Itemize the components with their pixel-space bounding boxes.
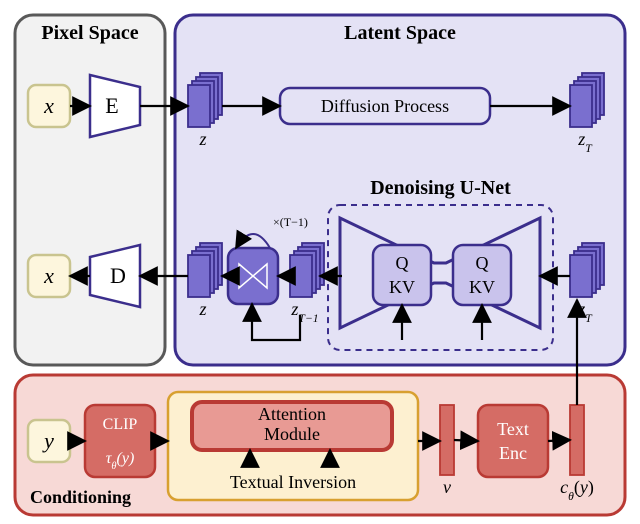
arrow: [548, 440, 570, 441]
arrow: [454, 440, 478, 441]
E-label: E: [105, 93, 118, 118]
attn-label: Module: [264, 424, 320, 444]
ctheta-tile: [570, 405, 584, 475]
z1-tile: [188, 85, 210, 127]
pixel_space-region: [15, 15, 165, 365]
y-label: y: [42, 428, 54, 453]
zT2-tile: [570, 255, 592, 297]
z1-label: z: [198, 129, 206, 149]
qkv2-label-bot: KV: [469, 277, 495, 297]
txtenc-label-top: Text: [497, 419, 529, 439]
latent-space-label: Latent Space: [344, 22, 456, 44]
zT1-tile: [570, 85, 592, 127]
z2-tile: [188, 255, 210, 297]
txtenc-node: [478, 405, 548, 477]
D-label: D: [110, 263, 126, 288]
switch-loop-label: ×(T−1): [273, 215, 308, 229]
unet_panel-label: Denoising U-Net: [370, 177, 511, 199]
clip-label-top: CLIP: [103, 416, 138, 433]
diff-label: Diffusion Process: [321, 96, 449, 116]
z2-label: z: [198, 299, 206, 319]
qkv1-label-bot: KV: [389, 277, 415, 297]
txtenc-label-bot: Enc: [499, 443, 527, 463]
x1-label: x: [43, 93, 54, 118]
ti_panel-label-below: Textual Inversion: [230, 472, 356, 492]
v-tile: [440, 405, 454, 475]
attn-label: Attention: [258, 404, 326, 424]
zTm1-tile: [290, 255, 312, 297]
v-label: v: [443, 477, 451, 497]
pixel-space-label: Pixel Space: [41, 22, 138, 44]
x2-label: x: [43, 263, 54, 288]
qkv1-label-top: Q: [396, 253, 409, 273]
conditioning-label: Conditioning: [30, 487, 131, 507]
qkv2-label-top: Q: [476, 253, 489, 273]
